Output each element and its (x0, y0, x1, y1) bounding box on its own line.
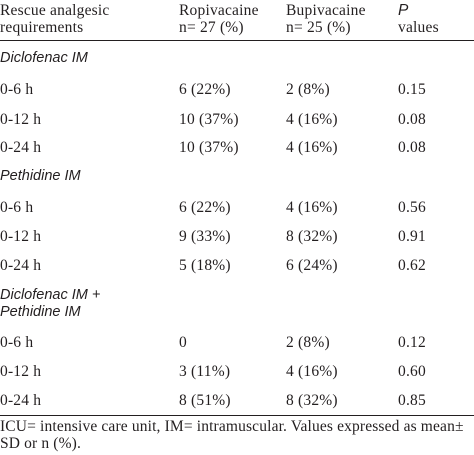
row-time: 0-24 h (0, 139, 42, 156)
row-time: 0-12 h (0, 111, 42, 128)
header-line: n= 25 (%) (286, 19, 351, 36)
row-p-value: 0.08 (398, 111, 426, 128)
row-p-value: 0.60 (398, 363, 426, 380)
row-time: 0-6 h (0, 334, 34, 351)
header-rule (0, 40, 474, 41)
section-title: Pethidine IM (0, 168, 81, 184)
header-bupivacaine: Bupivacaine n= 25 (%) (286, 2, 366, 36)
row-time: 0-6 h (0, 81, 34, 98)
row-p-value: 0.85 (398, 392, 426, 409)
row-bupivacaine: 2 (8%) (286, 81, 330, 98)
row-bupivacaine: 6 (24%) (286, 257, 338, 274)
section-title-line: Diclofenac IM + (0, 287, 101, 303)
row-bupivacaine: 4 (16%) (286, 363, 338, 380)
table-footnote: ICU= intensive care unit, IM= intramuscu… (0, 418, 464, 452)
row-p-value: 0.15 (398, 81, 426, 98)
header-line: requirements (0, 19, 84, 36)
section-title: Diclofenac IM + Pethidine IM (0, 287, 100, 321)
header-values: values (398, 19, 439, 36)
row-ropivacaine: 8 (51%) (179, 392, 231, 409)
header-ropivacaine: Ropivacaine n= 27 (%) (179, 2, 259, 36)
row-p-value: 0.62 (398, 257, 426, 274)
row-bupivacaine: 2 (8%) (286, 334, 330, 351)
section-title-line: Pethidine IM (0, 304, 81, 320)
header-p: P (398, 2, 409, 19)
section-title: Diclofenac IM (0, 50, 88, 66)
row-ropivacaine: 6 (22%) (179, 81, 231, 98)
header-line: Rescue analgesic (0, 2, 110, 19)
row-ropivacaine: 5 (18%) (179, 257, 231, 274)
bottom-rule (0, 415, 474, 416)
row-time: 0-6 h (0, 199, 34, 216)
row-ropivacaine: 9 (33%) (179, 228, 231, 245)
row-ropivacaine: 10 (37%) (179, 111, 239, 128)
row-p-value: 0.08 (398, 139, 426, 156)
row-ropivacaine: 3 (11%) (179, 363, 231, 380)
row-time: 0-24 h (0, 392, 42, 409)
row-ropivacaine: 10 (37%) (179, 139, 239, 156)
row-p-value: 0.91 (398, 228, 426, 245)
header-line: Bupivacaine (286, 2, 366, 19)
row-p-value: 0.56 (398, 199, 426, 216)
row-bupivacaine: 8 (32%) (286, 228, 338, 245)
header-rescue-analgesic: Rescue analgesic requirements (0, 2, 110, 36)
row-ropivacaine: 0 (179, 334, 187, 351)
row-ropivacaine: 6 (22%) (179, 199, 231, 216)
header-line: n= 27 (%) (179, 19, 244, 36)
header-p-values: P values (398, 2, 439, 36)
row-bupivacaine: 4 (16%) (286, 199, 338, 216)
row-time: 0-12 h (0, 228, 42, 245)
row-p-value: 0.12 (398, 334, 426, 351)
row-bupivacaine: 8 (32%) (286, 392, 338, 409)
row-bupivacaine: 4 (16%) (286, 139, 338, 156)
row-time: 0-24 h (0, 257, 42, 274)
header-line: Ropivacaine (179, 2, 259, 19)
row-bupivacaine: 4 (16%) (286, 111, 338, 128)
row-time: 0-12 h (0, 363, 42, 380)
